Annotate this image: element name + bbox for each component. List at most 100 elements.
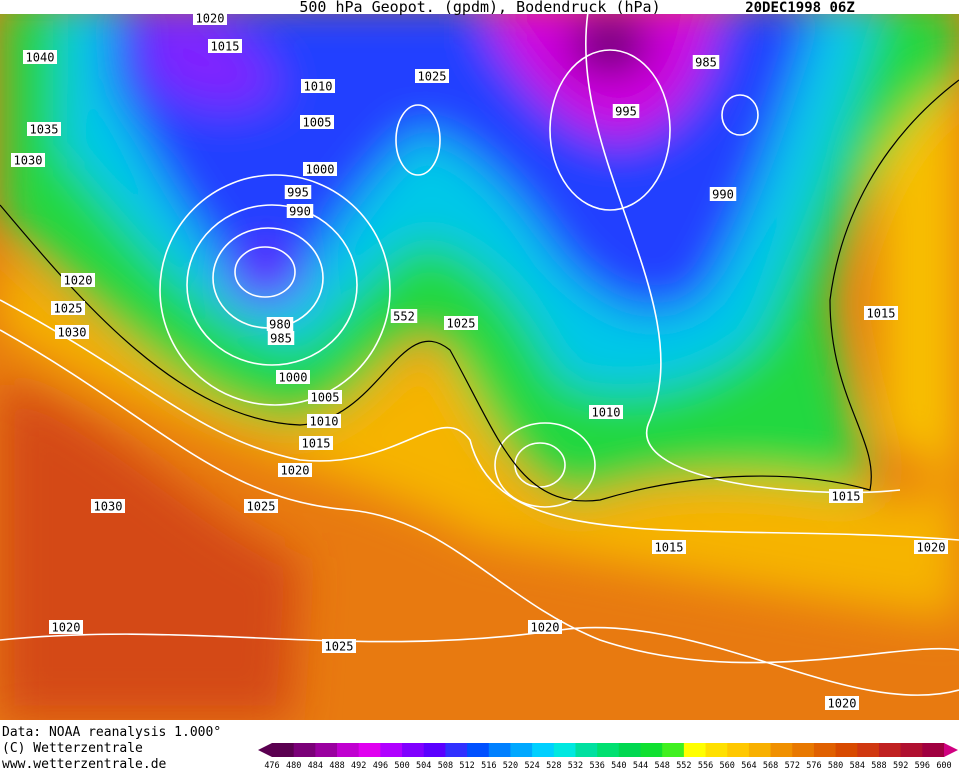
isobar-label: 1010: [592, 406, 621, 420]
isobar-label-box: [390, 309, 418, 323]
colorbar-end: [258, 743, 272, 757]
isobar-label: 985: [695, 56, 717, 70]
isobar-label-box: [652, 540, 686, 554]
copyright: (C) Wetterzentrale: [2, 741, 143, 756]
isobar-label: 980: [269, 318, 291, 332]
isobar-label-box: [415, 69, 449, 83]
colorbar-label: 540: [611, 761, 626, 770]
isobar-label: 995: [615, 105, 637, 119]
colorbar-end: [944, 743, 958, 757]
colorbar-swatch: [727, 743, 750, 757]
isobar-label: 1020: [828, 697, 857, 711]
isobar-label-box: [51, 301, 85, 315]
isobar-label-box: [23, 50, 57, 64]
isobar-label-box: [266, 317, 294, 331]
colorbar-swatch: [618, 743, 642, 757]
colorbar-swatch: [597, 743, 620, 757]
field: [0, 14, 959, 720]
isobar-label: 1015: [867, 307, 896, 321]
isobar-label-box: [300, 115, 334, 129]
isobar-label-box: [27, 122, 61, 136]
isobar-label-box: [284, 185, 312, 199]
colorbar-label: 572: [785, 761, 800, 770]
colorbar-swatch: [575, 743, 598, 757]
isobar-label: 1000: [306, 163, 335, 177]
colorbar-label: 596: [915, 761, 930, 770]
colorbar-label: 584: [850, 761, 865, 770]
colorbar-label: 544: [633, 761, 648, 770]
isobar-label-box: [208, 39, 242, 53]
isobar-label: 990: [712, 188, 734, 202]
date: 20DEC1998 06Z: [745, 0, 855, 16]
colorbar-label: 500: [394, 761, 409, 770]
url: www.wetterzentrale.de: [2, 757, 167, 770]
isobar-label: 1020: [196, 12, 225, 26]
isobar-label: 1005: [311, 391, 340, 405]
isobar-label-box: [61, 273, 95, 287]
colorbar-swatch: [683, 743, 707, 757]
isobar-label: 1025: [247, 500, 276, 514]
colorbar-label: 524: [524, 761, 539, 770]
colorbar-label: 504: [416, 761, 431, 770]
isobar-label-box: [692, 55, 720, 69]
colorbar-label: 568: [763, 761, 778, 770]
colorbar-swatch: [770, 743, 793, 757]
isobar-label-box: [55, 325, 89, 339]
colorbar-label: 536: [589, 761, 604, 770]
colorbar-swatch: [445, 743, 468, 757]
colorbar-swatch: [640, 743, 663, 757]
colorbar-swatch: [662, 743, 685, 757]
isobar-label: 1010: [310, 415, 339, 429]
colorbar-swatch: [553, 743, 576, 757]
colorbar-swatch: [488, 743, 511, 757]
colorbar-swatch: [792, 743, 815, 757]
colorbar-swatch: [510, 743, 533, 757]
colorbar-label: 580: [828, 761, 843, 770]
colorbar-label: 476: [264, 761, 279, 770]
colorbar-label: 564: [741, 761, 756, 770]
colorbar-swatch: [532, 743, 555, 757]
colorbar-swatch: [922, 743, 945, 757]
isobar-label-box: [308, 390, 342, 404]
colorbar-swatch: [423, 743, 446, 757]
colorbar-swatch: [857, 743, 880, 757]
isobar-label: 1020: [531, 621, 560, 635]
isobar-label-box: [709, 187, 737, 201]
isobar-label-box: [244, 499, 278, 513]
isobar-label: 1025: [447, 317, 476, 331]
colorbar-swatch: [337, 743, 360, 757]
colorbar-swatch: [467, 743, 490, 757]
colorbar-swatch: [293, 743, 316, 757]
colorbar-label: 532: [568, 761, 583, 770]
colorbar-swatch: [835, 743, 858, 757]
isobar-label-box: [286, 204, 314, 218]
colorbar-label: 516: [481, 761, 496, 770]
colorbar-swatch: [358, 743, 381, 757]
isobar-label-box: [49, 620, 83, 634]
colorbar-label: 484: [308, 761, 323, 770]
isobar-label-box: [322, 639, 356, 653]
isobar-label-box: [91, 499, 125, 513]
isobar-label-box: [528, 620, 562, 634]
isobar-label-box: [303, 162, 337, 176]
isobar-label: 1015: [832, 490, 861, 504]
colorbar-swatch: [272, 743, 295, 757]
colorbar-label: 496: [373, 761, 388, 770]
title: 500 hPa Geopot. (gpdm), Bodendruck (hPa): [299, 0, 660, 16]
colorbar-label: 520: [503, 761, 518, 770]
isobar-label: 1020: [64, 274, 93, 288]
isobar-label: 1010: [304, 80, 333, 94]
isobar-label-box: [267, 331, 295, 345]
isobar-label: 990: [289, 205, 311, 219]
isobar-label: 1015: [655, 541, 684, 555]
colorbar-label: 556: [698, 761, 713, 770]
colorbar-label: 600: [936, 761, 951, 770]
isobar-label: 1025: [325, 640, 354, 654]
colorbar-label: 592: [893, 761, 908, 770]
colorbar-label: 512: [459, 761, 474, 770]
isobar-label: 1030: [14, 154, 43, 168]
isobar-label-box: [11, 153, 45, 167]
colorbar-label: 552: [676, 761, 691, 770]
